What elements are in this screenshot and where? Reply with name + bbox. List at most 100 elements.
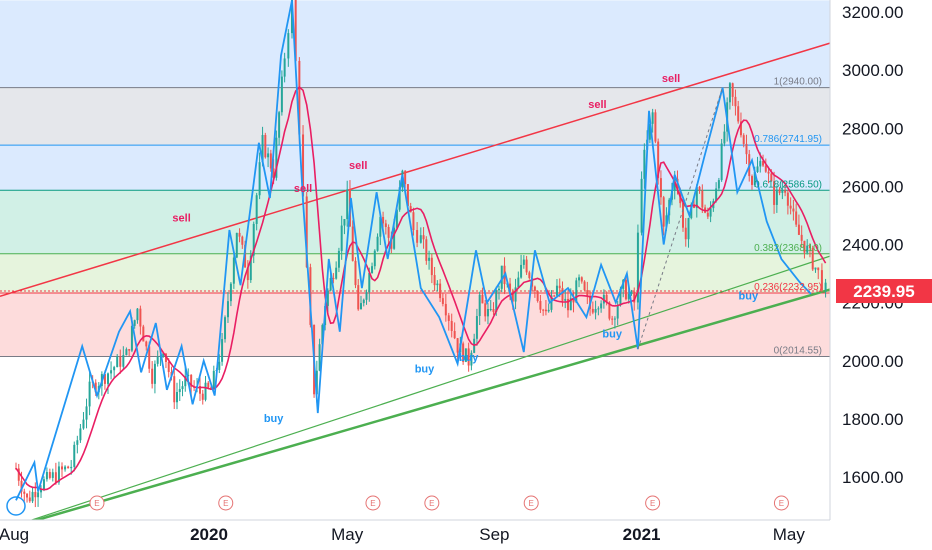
candle-body	[489, 308, 492, 310]
candle-body	[218, 361, 221, 370]
candle-body	[409, 206, 412, 213]
sell-signal-label: sell	[588, 99, 606, 111]
zigzag-line	[15, 0, 812, 501]
fib-level-label: 1(2940.00)	[774, 77, 822, 88]
buy-signal-label: buy	[459, 352, 479, 364]
buy-signal-label: buy	[264, 413, 284, 425]
candle-body	[784, 190, 787, 193]
fib-band	[0, 253, 830, 294]
channel-lines	[0, 42, 831, 524]
event-marker[interactable]	[89, 495, 105, 511]
candle-body	[136, 308, 139, 321]
candle-body	[517, 277, 520, 288]
candle-body	[495, 290, 498, 312]
y-tick-label: 3200.00	[842, 3, 903, 22]
x-tick-label: Sep	[479, 525, 509, 544]
event-marker[interactable]	[218, 495, 234, 511]
candle-body	[786, 192, 789, 206]
current-price-tag: 2239.95	[836, 279, 932, 303]
candle-body	[70, 466, 73, 469]
y-tick-label: 3000.00	[842, 61, 903, 80]
candle-body	[773, 181, 776, 205]
sell-signal-label: sell	[349, 160, 367, 172]
time-axis[interactable]: Aug 2020 May Sep 2021 May	[0, 519, 932, 550]
candle-body	[633, 291, 636, 303]
candle-body	[110, 370, 113, 374]
candle-body	[564, 298, 567, 301]
event-marker[interactable]	[424, 495, 440, 511]
event-marker[interactable]	[645, 495, 661, 511]
candle-body	[122, 355, 125, 367]
candle-body	[486, 309, 489, 317]
candle-body	[238, 232, 241, 237]
event-marker[interactable]	[365, 495, 381, 511]
candle-body	[103, 374, 106, 384]
candle-body	[767, 171, 770, 174]
candle-body	[709, 208, 712, 217]
fib-level-label: 0.618(2586.50)	[754, 179, 822, 190]
candle-body	[575, 280, 578, 303]
candle-body	[800, 234, 803, 241]
x-tick-label: Aug	[0, 525, 29, 544]
candle-body	[221, 339, 224, 362]
candle-body	[583, 281, 586, 291]
upper-channel-line	[0, 42, 831, 297]
candle-body	[139, 308, 142, 327]
candle-body	[742, 135, 745, 144]
candle-body	[542, 309, 545, 311]
fib-band	[0, 190, 830, 254]
price-axis[interactable]: 3200.003000.002800.002600.002400.002200.…	[829, 0, 932, 550]
sell-signal-label: sell	[172, 212, 190, 224]
candle-body	[636, 232, 639, 303]
candle-body	[522, 259, 525, 265]
current-price-box	[836, 279, 932, 303]
candle-body	[528, 272, 531, 279]
candle-body	[436, 283, 439, 286]
y-tick-label: 2400.00	[842, 236, 903, 255]
candle-body	[376, 236, 379, 251]
candle-body	[630, 291, 633, 294]
candle-body	[467, 348, 470, 366]
candle-body	[558, 285, 561, 289]
event-marker-label: E	[94, 499, 99, 508]
candle-body	[406, 184, 409, 207]
event-marker-label: E	[370, 499, 375, 508]
candle-body	[447, 315, 450, 321]
candle-body	[464, 348, 467, 362]
candle-body	[753, 172, 756, 185]
candle-body	[204, 382, 207, 400]
candle-body	[371, 266, 374, 273]
event-marker[interactable]	[773, 495, 789, 511]
candle-body	[737, 106, 740, 122]
buy-signal-label: buy	[415, 363, 435, 375]
candle-body	[298, 60, 301, 135]
candle-body	[659, 178, 662, 198]
candle-body	[820, 270, 823, 291]
candle-body	[162, 353, 165, 356]
candle-body	[525, 259, 528, 273]
candle-body	[318, 344, 321, 371]
candle-body	[775, 189, 778, 205]
origin-marker	[6, 496, 26, 516]
candle-body	[148, 346, 151, 369]
candle-body	[133, 320, 136, 326]
time-axis-bg	[0, 520, 932, 550]
candle-body	[462, 343, 465, 362]
candle-body	[116, 356, 119, 368]
candle-body	[544, 309, 547, 312]
candle-body	[412, 212, 415, 231]
candle-body	[76, 440, 79, 445]
candle-body	[657, 141, 660, 179]
candle-body	[509, 283, 512, 292]
event-marker[interactable]	[523, 495, 539, 511]
candle-body	[267, 153, 270, 158]
fib-bands	[0, 0, 830, 357]
candle-body	[125, 349, 128, 356]
candle-body	[687, 218, 690, 240]
candle-body	[82, 419, 85, 429]
candle-body	[94, 382, 97, 393]
candle-body	[536, 290, 539, 301]
fib-labels: 1(2940.00) 0.786(2741.95) 0.618(2586.50) 0.…	[754, 77, 822, 357]
candle-body	[249, 255, 252, 281]
fib-level-label: 0.236(2232.95)	[754, 282, 822, 293]
